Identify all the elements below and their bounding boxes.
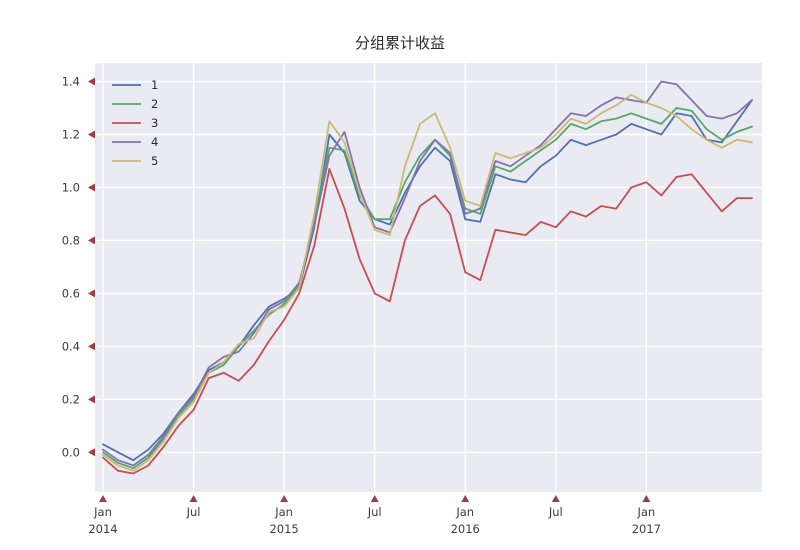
- chart-title: 分组累计收益: [355, 34, 445, 52]
- legend-label-2: 2: [151, 97, 158, 111]
- x-tick-label: Jan: [636, 505, 655, 519]
- legend-label-4: 4: [151, 135, 158, 149]
- y-tick-label: 1.2: [62, 128, 80, 142]
- legend-label-3: 3: [151, 116, 158, 130]
- y-tick-marker-icon: [88, 77, 95, 86]
- y-tick-marker-icon: [88, 342, 95, 351]
- x-tick-marker-icon: [189, 495, 198, 502]
- x-tick-marker-icon: [642, 495, 651, 502]
- y-tick-label: 0.6: [62, 286, 80, 300]
- y-tick-marker-icon: [88, 236, 95, 245]
- plot-area: [95, 63, 762, 492]
- x-tick-label: Jul: [367, 505, 382, 519]
- x-tick-year-label: 2015: [269, 522, 298, 536]
- legend-label-5: 5: [151, 154, 158, 168]
- plot-group: 0.0 0.2 0.4 0.6 0.8 1.0 1.2 1.4 Jan 2014 Jul Jan 201…: [62, 63, 762, 536]
- y-tick-marker-icon: [88, 183, 95, 192]
- x-tick-marker-icon: [461, 495, 470, 502]
- y-tick-marker-icon: [88, 289, 95, 298]
- x-tick-marker-icon: [280, 495, 289, 502]
- y-tick-label: 0.8: [62, 233, 80, 247]
- y-tick-marker-icon: [88, 395, 95, 404]
- y-tick-label: 1.0: [62, 180, 80, 194]
- y-tick-label: 0.2: [62, 392, 80, 406]
- series-line-1: [102, 99, 753, 462]
- x-tick-label: Jul: [186, 505, 201, 519]
- y-tick-label: 0.4: [62, 339, 80, 353]
- series-line-5: [102, 93, 753, 472]
- y-tick-label: 0.0: [62, 445, 80, 459]
- x-tick-year-label: 2016: [451, 522, 480, 536]
- x-tick-marker-icon: [370, 495, 379, 502]
- x-tick-marker-icon: [99, 495, 107, 502]
- x-tick-marker-icon: [551, 495, 560, 502]
- x-tick-label: Jan: [455, 505, 474, 519]
- series-line-3: [102, 167, 753, 475]
- y-tick-label: 1.4: [62, 75, 80, 89]
- x-tick-label: Jan: [274, 505, 293, 519]
- y-tick-marker-icon: [88, 130, 95, 139]
- x-tick-label: Jul: [548, 505, 563, 519]
- y-tick-marker-icon: [88, 448, 95, 457]
- x-tick-year-label: 2014: [88, 522, 117, 536]
- x-tick-label: Jan: [93, 505, 112, 519]
- legend-label-1: 1: [151, 78, 158, 92]
- x-tick-year-label: 2017: [632, 522, 661, 536]
